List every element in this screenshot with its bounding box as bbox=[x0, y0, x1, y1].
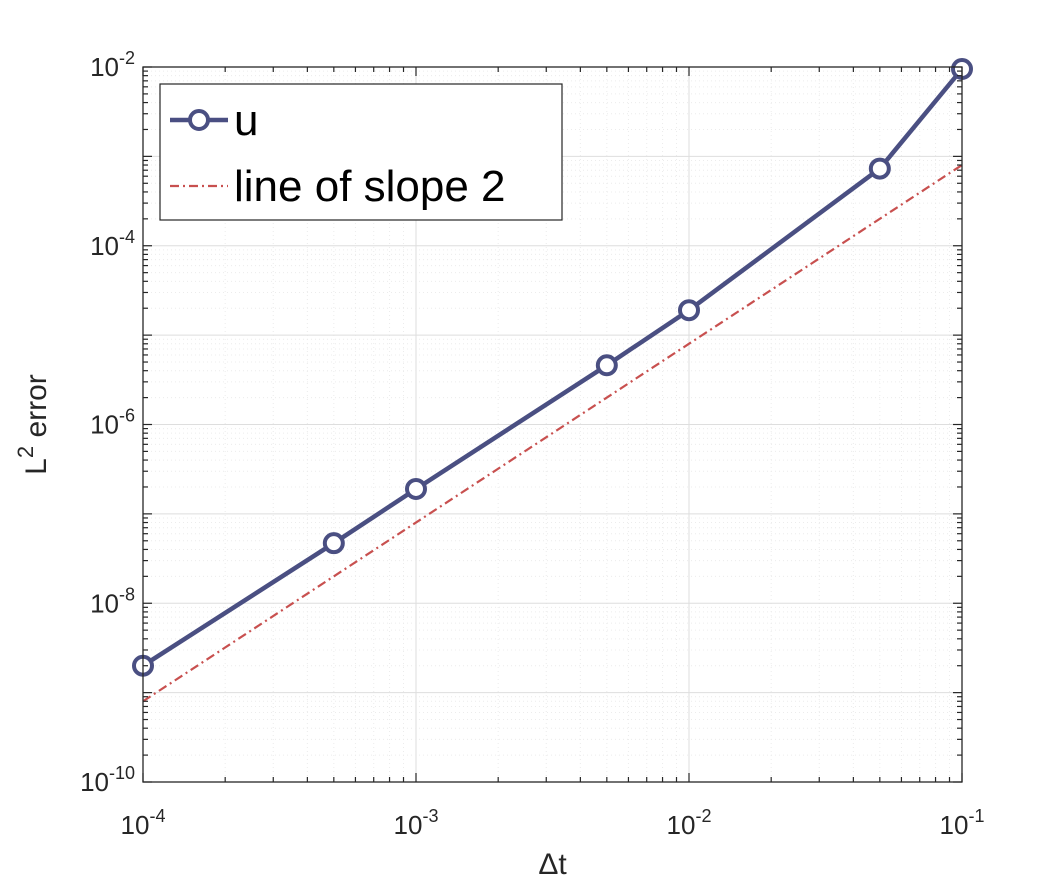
y-tick-label: 10-4 bbox=[90, 227, 135, 261]
y-tick-label: 10-6 bbox=[90, 406, 135, 440]
data-point bbox=[595, 354, 618, 377]
axis-labels: Δt L2 error bbox=[13, 374, 567, 881]
legend-label-0: u bbox=[234, 96, 258, 145]
x-tick-label: 10-3 bbox=[394, 806, 439, 840]
legend-label-1: line of slope 2 bbox=[234, 162, 506, 211]
x-axis-label: Δt bbox=[538, 848, 567, 881]
data-point bbox=[678, 299, 700, 322]
x-tick-label: 10-1 bbox=[940, 806, 985, 840]
data-point bbox=[322, 532, 345, 555]
y-tick-label: 10-10 bbox=[80, 763, 135, 797]
legend: u line of slope 2 bbox=[159, 83, 563, 221]
data-point bbox=[405, 477, 427, 500]
y-axis-label: L2 error bbox=[13, 374, 53, 475]
x-tick-label: 10-2 bbox=[667, 806, 712, 840]
y-tick-label: 10-8 bbox=[90, 584, 135, 618]
x-tick-label: 10-4 bbox=[121, 806, 166, 840]
ticks: 10-4 10-3 10-2 10-1 10-10 10-8 10-6 10-4 10-2 bbox=[80, 48, 984, 840]
data-point bbox=[868, 157, 891, 180]
series-layer bbox=[132, 57, 973, 703]
legend-marker-0 bbox=[188, 109, 210, 131]
series-line-1 bbox=[142, 164, 963, 703]
legend-box bbox=[159, 83, 563, 221]
y-tick-label: 10-2 bbox=[90, 48, 135, 82]
